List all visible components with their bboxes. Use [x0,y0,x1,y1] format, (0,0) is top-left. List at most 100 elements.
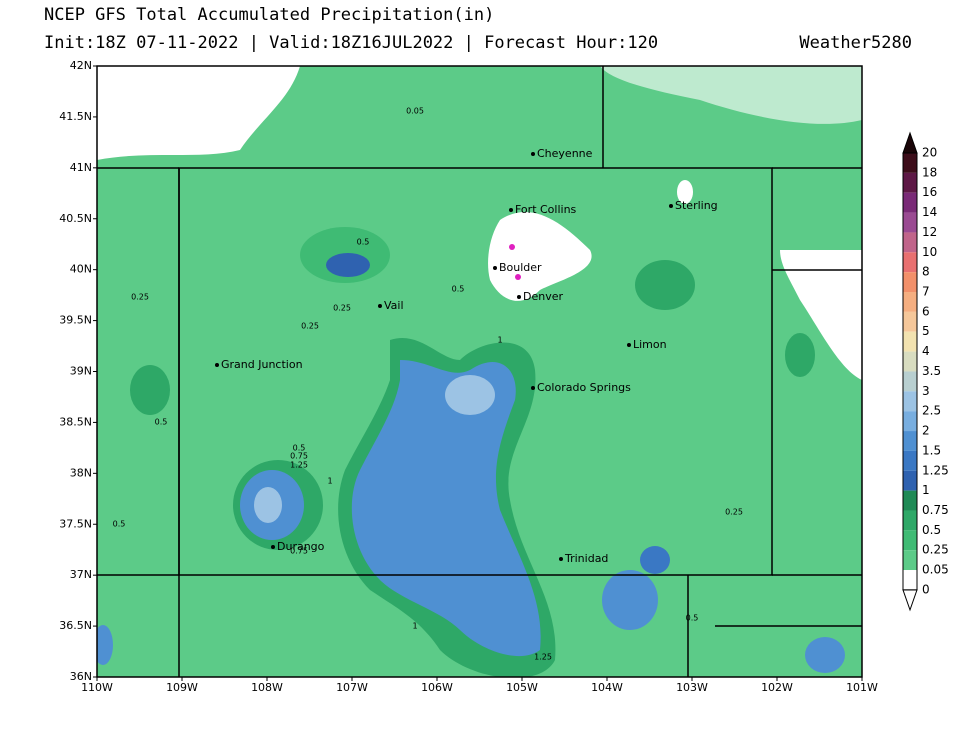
lon-label: 105W [506,681,538,694]
lon-label: 106W [421,681,453,694]
lon-label: 108W [251,681,283,694]
lon-label: 102W [761,681,793,694]
contour-label: 0.5 [155,418,168,427]
colorbar-swatch [903,272,917,293]
lat-label: 39.5N [59,314,92,327]
lat-label: 42N [70,59,92,72]
colorbar-swatch [903,391,917,412]
lat-label: 39N [70,365,92,378]
city-dot [531,386,535,390]
city-dot [271,545,275,549]
city-label: Grand Junction [221,358,303,371]
lat-label: 40N [70,263,92,276]
city-label: Cheyenne [537,147,593,160]
colorbar-swatch [903,470,917,491]
lon-label: 109W [166,681,198,694]
colorbar-label: 1.5 [922,443,941,457]
lon-label: 103W [676,681,708,694]
colorbar-swatch [903,232,917,253]
city-label: Sterling [675,199,718,212]
colorbar-swatch [903,431,917,451]
city-dot [215,363,219,367]
city-label: Limon [633,338,667,351]
brand: Weather5280 [799,33,912,53]
lat-label: 37.5N [59,517,92,530]
lon-label: 104W [591,681,623,694]
lat-label: 36N [70,670,92,683]
title: NCEP GFS Total Accumulated Precipitation… [44,5,494,25]
city-label: Fort Collins [515,203,577,216]
colorbar-label: 2 [922,424,930,438]
city-label: Boulder [499,261,542,274]
colorbar-swatch [903,371,917,392]
contour-label: 0.5 [113,520,126,529]
lon-label: 101W [846,681,878,694]
colorbar-label: 8 [922,265,930,279]
colorbar-label: 3 [922,384,930,398]
contour-label: 1 [497,336,502,345]
colorbar-label: 0.75 [922,503,949,517]
colorbar-label: 2.5 [922,404,941,418]
colorbar-swatch [903,292,917,312]
colorbar-label: 0.25 [922,543,949,557]
city-label: Durango [277,540,325,553]
colorbar-label: 0.05 [922,563,949,577]
colorbar-swatch [903,153,917,173]
city-dot [517,295,521,299]
contour-label: 1.25 [290,461,308,470]
contour-label: 1 [412,622,417,631]
colorbar-swatch [903,192,917,213]
subtitle: Init:18Z 07-11-2022 | Valid:18Z16JUL2022… [44,33,658,53]
lat-label: 41N [70,161,92,174]
marker [509,244,515,250]
contour-label: 0.75 [290,547,308,556]
colorbar-label: 5 [922,324,930,338]
city-dot [493,266,497,270]
lat-label: 38N [70,466,92,479]
colorbar-swatch [903,530,917,551]
contour-label: 0.5 [293,444,306,453]
colorbar-swatch [903,411,917,432]
city-label: Trinidad [564,552,608,565]
colorbar-label: 0 [922,582,930,596]
lat-label: 38.5N [59,415,92,428]
city-dot [627,343,631,347]
colorbar-swatch [903,550,917,571]
colorbar-swatch [903,510,917,531]
city-dot [531,152,535,156]
contour-label: 0.25 [333,304,351,313]
colorbar-swatch [903,331,917,352]
contour-label: 0.75 [290,452,308,461]
colorbar-label: 20 [922,146,937,160]
city-label: Vail [384,299,404,312]
lat-label: 41.5N [59,110,92,123]
city-dot [559,557,563,561]
contour-label: 0.25 [301,322,319,331]
lat-label: 37N [70,568,92,581]
contour-label: 1.25 [534,653,552,662]
colorbar-label: 14 [922,205,937,219]
colorbar-label: 1 [922,483,930,497]
colorbar-swatch [903,311,917,332]
colorbar-bottom [902,589,918,612]
lon-label: 107W [336,681,368,694]
colorbar-swatch [903,172,917,193]
colorbar-swatch [903,351,917,372]
colorbar-frame [902,152,918,591]
colorbar-swatch [903,212,917,233]
colorbar-top [902,131,918,154]
contour-label: 0.5 [686,614,699,623]
contour-label: 0.25 [131,293,149,302]
contour-label: 0.25 [725,508,743,517]
colorbar-label: 0.5 [922,523,941,537]
city-dot [509,208,513,212]
colorbar: 20 18 16 14 12 10 8 7 6 5 4 3.5 3 2.5 2 1.5 1.25 1 0.75 0.5… [902,131,949,612]
contour-label: 0.5 [452,285,465,294]
colorbar-label: 3.5 [922,364,941,378]
contour-label: 0.5 [357,238,370,247]
lat-label: 40.5N [59,212,92,225]
colorbar-label: 16 [922,185,937,199]
city-dot [378,304,382,308]
precip-field [97,66,862,677]
